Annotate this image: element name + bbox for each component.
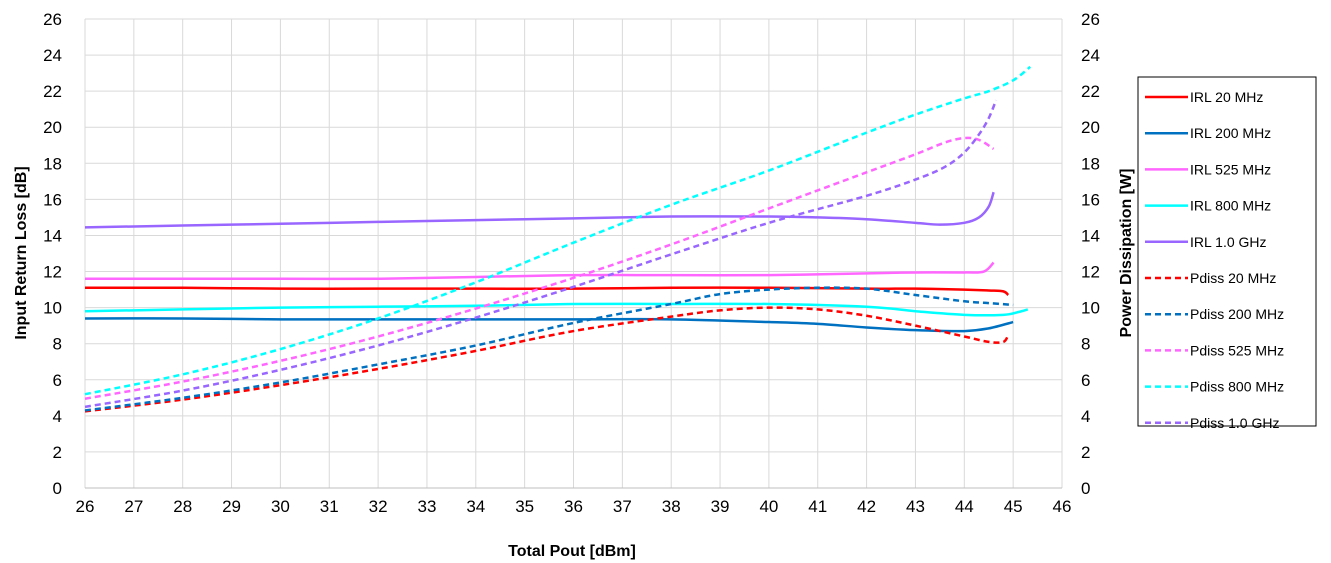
x-tick-label: 28 xyxy=(173,497,192,516)
series-line-irl-800-mhz xyxy=(84,302,1029,317)
ticks-layer: 26 27 28 29 30 31 32 33 34 35 36 37 38 39 40 41 42 43 44 45… xyxy=(43,10,1100,516)
legend-label: IRL 525 MHz xyxy=(1190,161,1271,177)
series-line-irl-1-0-ghz xyxy=(84,191,995,229)
y2-axis-title: Power Dissipation [W] xyxy=(1118,169,1135,338)
x-tick-label: 31 xyxy=(320,497,339,516)
x-tick-label: 44 xyxy=(955,497,974,516)
x-tick-label: 30 xyxy=(271,497,290,516)
series-line-pdiss-20-mhz xyxy=(84,306,1010,413)
x-axis-title: Total Pout [dBm] xyxy=(508,543,636,560)
y2-tick-label: 20 xyxy=(1081,118,1100,137)
legend-items: IRL 20 MHz IRL 200 MHz IRL 525 MHz IRL 800 … xyxy=(1145,89,1284,431)
legend-label: Pdiss 1.0 GHz xyxy=(1190,415,1279,431)
y-tick-label: 10 xyxy=(43,299,62,318)
y-tick-label: 24 xyxy=(43,46,62,65)
y-tick-label: 6 xyxy=(53,371,62,390)
y-axis-title: Input Return Loss [dB] xyxy=(13,166,30,339)
y2-tick-label: 24 xyxy=(1081,46,1100,65)
legend-label: Pdiss 800 MHz xyxy=(1190,379,1284,395)
y2-tick-label: 14 xyxy=(1081,226,1100,245)
y-tick-label: 8 xyxy=(53,335,62,354)
x-tick-label: 40 xyxy=(759,497,778,516)
legend: IRL 20 MHz IRL 200 MHz IRL 525 MHz IRL 800 … xyxy=(1137,76,1317,431)
x-tick-label: 35 xyxy=(515,497,534,516)
x-tick-label: 38 xyxy=(662,497,681,516)
x-tick-label: 34 xyxy=(466,497,485,516)
x-tick-label: 26 xyxy=(76,497,95,516)
x-tick-label: 42 xyxy=(857,497,876,516)
x-tick-label: 39 xyxy=(711,497,730,516)
y-tick-label: 22 xyxy=(43,82,62,101)
y2-tick-label: 4 xyxy=(1081,407,1090,426)
series-line-irl-200-mhz xyxy=(84,317,1014,333)
x-tick-label: 29 xyxy=(222,497,241,516)
legend-label: Pdiss 200 MHz xyxy=(1190,306,1284,322)
series-line-irl-525-mhz xyxy=(85,261,995,281)
series-line-pdiss-200-mhz xyxy=(84,286,1014,412)
x-tick-label: 45 xyxy=(1004,497,1023,516)
y-tick-label: 20 xyxy=(43,118,62,137)
series-line-pdiss-525-mhz xyxy=(84,136,995,400)
legend-label: IRL 800 MHz xyxy=(1190,198,1271,214)
legend-frame xyxy=(1137,76,1317,427)
y-tick-label: 0 xyxy=(53,479,62,498)
x-tick-label: 32 xyxy=(369,497,388,516)
y2-tick-label: 0 xyxy=(1081,479,1090,498)
series-line-irl-20-mhz xyxy=(84,286,1010,296)
y2-tick-label: 18 xyxy=(1081,154,1100,173)
y2-tick-label: 16 xyxy=(1081,190,1100,209)
y2-tick-label: 12 xyxy=(1081,263,1100,282)
x-tick-label: 36 xyxy=(564,497,583,516)
x-tick-label: 41 xyxy=(808,497,827,516)
y2-tick-label: 26 xyxy=(1081,10,1100,29)
legend-label: IRL 1.0 GHz xyxy=(1190,234,1267,250)
series-layer xyxy=(84,65,1032,413)
y2-tick-label: 6 xyxy=(1081,371,1090,390)
y-tick-label: 16 xyxy=(43,190,62,209)
y-tick-label: 14 xyxy=(43,226,62,245)
y2-tick-label: 22 xyxy=(1081,82,1100,101)
y2-tick-label: 10 xyxy=(1081,299,1100,318)
legend-label: IRL 200 MHz xyxy=(1190,125,1271,141)
x-tick-label: 46 xyxy=(1053,497,1072,516)
x-tick-label: 33 xyxy=(417,497,436,516)
x-tick-label: 43 xyxy=(906,497,925,516)
y-tick-label: 26 xyxy=(43,10,62,29)
y-tick-label: 4 xyxy=(53,407,62,426)
legend-label: IRL 20 MHz xyxy=(1190,89,1263,105)
series-line-pdiss-1-0-ghz xyxy=(84,99,998,409)
series-line-pdiss-800-mhz xyxy=(84,65,1032,396)
grid-layer xyxy=(84,18,1063,489)
legend-label: Pdiss 20 MHz xyxy=(1190,270,1276,286)
y2-tick-label: 8 xyxy=(1081,335,1090,354)
y-tick-label: 18 xyxy=(43,154,62,173)
y-tick-label: 12 xyxy=(43,263,62,282)
y-tick-label: 2 xyxy=(53,443,62,462)
x-tick-label: 37 xyxy=(613,497,632,516)
y2-tick-label: 2 xyxy=(1081,443,1090,462)
x-tick-label: 27 xyxy=(124,497,143,516)
legend-label: Pdiss 525 MHz xyxy=(1190,342,1284,358)
